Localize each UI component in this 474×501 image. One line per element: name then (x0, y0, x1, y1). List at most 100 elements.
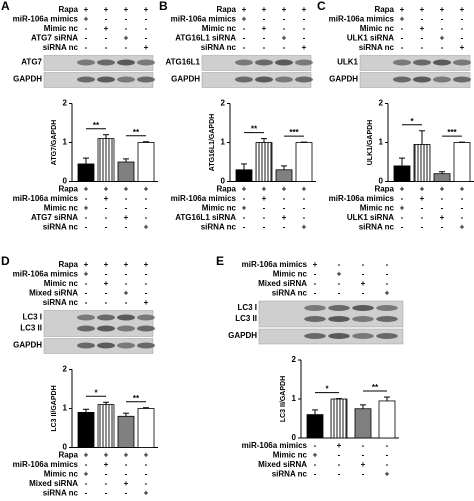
treatment-sign: - (105, 223, 108, 232)
treatment-sign: - (263, 15, 266, 24)
bar (275, 169, 293, 182)
blot-band (328, 316, 350, 322)
treatment-sign: - (243, 24, 246, 33)
treatment-sign: - (85, 479, 88, 488)
treatment-sign: - (362, 441, 365, 450)
treatment-sign: + (144, 489, 149, 498)
treatment-sign: - (303, 204, 306, 213)
treatment-sign: - (125, 279, 128, 288)
treatment-sign: - (421, 213, 424, 222)
treatment-sign: - (85, 279, 88, 288)
treatment-sign: + (124, 213, 129, 222)
treatment-sign: - (283, 223, 286, 232)
treatment-sign: - (401, 213, 404, 222)
treatment-sign: - (85, 34, 88, 43)
y-tick-label: 2 (379, 99, 384, 108)
treatment-sign: + (400, 15, 405, 24)
treatment-sign: - (283, 24, 286, 33)
treatment-label: siRNA nc (359, 223, 395, 232)
treatment-sign: + (262, 24, 267, 33)
bar (330, 398, 348, 439)
bar (117, 161, 135, 182)
treatment-label: ULK1 siRNA (347, 34, 394, 43)
treatment-label: Rapa (216, 185, 236, 194)
blot-label: GAPDH (13, 75, 42, 84)
blot-band (255, 59, 273, 66)
treatment-label: Mixed siRNA (258, 460, 307, 469)
blot-band (235, 59, 253, 66)
blot-band (413, 76, 431, 83)
treatment-label: siRNA nc (359, 43, 395, 52)
treatment-sign: - (85, 43, 88, 52)
panel-label: C (317, 0, 326, 13)
treatment-sign: + (144, 260, 149, 269)
treatment-label: Rapa (58, 5, 78, 14)
y-tick-label: 1 (63, 138, 68, 147)
y-tick-label: 1 (292, 394, 297, 403)
bar (393, 165, 411, 182)
treatment-sign: - (105, 270, 108, 279)
treatment-sign: - (125, 194, 128, 203)
treatment-label: Mimic nc (273, 451, 308, 460)
blot-band (453, 76, 471, 83)
significance-label: ** (251, 125, 258, 134)
treatment-sign: - (461, 194, 464, 203)
treatment-label: ATG16L1 siRNA (175, 34, 236, 43)
blot-band (137, 314, 155, 321)
treatment-sign: + (440, 5, 445, 14)
y-tick-label: 2 (63, 365, 68, 374)
treatment-label: Rapa (58, 260, 78, 269)
treatment-label: Rapa (374, 185, 394, 194)
treatment-label: Rapa (216, 5, 236, 14)
treatment-sign: - (145, 24, 148, 33)
blot-band (328, 305, 350, 311)
panel-label: E (216, 254, 224, 268)
treatment-sign: + (400, 204, 405, 213)
blot-band (413, 59, 431, 66)
blot-label: LC3 II (20, 324, 42, 333)
treatment-label: Mimic nc (360, 204, 395, 213)
treatment-sign: + (242, 185, 247, 194)
treatment-label: ATG7 siRNA (31, 34, 78, 43)
treatment-sign: - (401, 194, 404, 203)
y-tick-label: 0 (63, 443, 68, 452)
treatment-sign: - (145, 34, 148, 43)
bar (378, 400, 396, 439)
treatment-sign: + (282, 213, 287, 222)
blot-band (77, 342, 95, 349)
treatment-sign: - (85, 289, 88, 298)
treatment-label: Mimic nc (44, 24, 79, 33)
treatment-sign: + (84, 260, 89, 269)
blot-band (433, 59, 451, 66)
treatment-sign: - (386, 260, 389, 269)
treatment-sign: + (84, 15, 89, 24)
treatment-sign: + (104, 279, 109, 288)
treatment-label: Rapa (58, 451, 78, 460)
significance-label: *** (447, 128, 457, 137)
treatment-sign: + (262, 185, 267, 194)
treatment-sign: + (104, 260, 109, 269)
treatment-label: Mixed siRNA (258, 279, 307, 288)
treatment-label: ATG7 siRNA (31, 213, 78, 222)
y-tick-label: 2 (292, 355, 297, 364)
treatment-sign: - (362, 270, 365, 279)
treatment-sign: + (104, 194, 109, 203)
blot-band (77, 314, 95, 321)
treatment-label: miR-106a mimics (329, 194, 395, 203)
blot-band (97, 59, 115, 66)
blot-label: GAPDH (329, 75, 358, 84)
treatment-sign: + (84, 451, 89, 460)
blot-band (275, 59, 293, 66)
treatment-sign: + (104, 24, 109, 33)
treatment-label: miR-106a mimics (171, 15, 237, 24)
treatment-sign: - (461, 15, 464, 24)
treatment-sign: - (243, 223, 246, 232)
significance-label: ** (133, 128, 140, 137)
treatment-sign: + (302, 43, 307, 52)
y-tick-label: 0 (63, 177, 68, 186)
treatment-label: siRNA nc (43, 223, 79, 232)
treatment-sign: - (314, 289, 317, 298)
treatment-sign: + (460, 185, 465, 194)
treatment-sign: + (84, 5, 89, 14)
treatment-sign: - (125, 298, 128, 307)
